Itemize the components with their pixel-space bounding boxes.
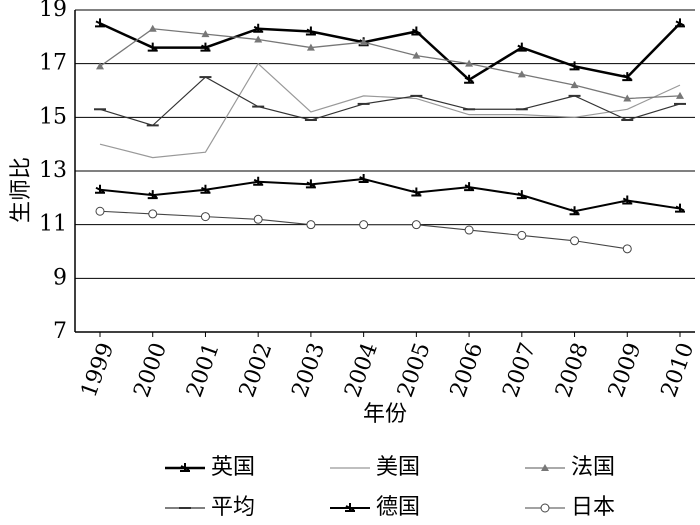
x-tick-label: 2007 [498, 340, 541, 401]
marker [95, 18, 105, 28]
marker [516, 190, 527, 200]
x-tick-label: 2006 [446, 340, 489, 401]
marker [465, 59, 474, 67]
series-line [99, 178, 681, 213]
y-tick-label: 17 [39, 51, 67, 76]
series-line [99, 22, 681, 82]
marker [200, 42, 211, 52]
x-axis-label: 年份 [363, 402, 407, 427]
marker [358, 174, 369, 184]
marker [541, 464, 549, 471]
marker [676, 91, 684, 99]
marker [95, 184, 105, 194]
y-tick-label: 7 [53, 319, 67, 344]
x-tick-label: 2005 [393, 340, 436, 401]
marker [569, 61, 580, 71]
legend-label: 德国 [376, 495, 420, 520]
marker [464, 225, 474, 235]
x-tick-label: 2001 [182, 340, 225, 401]
marker [412, 51, 421, 59]
marker [623, 94, 632, 102]
marker [675, 203, 685, 213]
marker [253, 214, 263, 224]
x-tick-label: 2003 [288, 340, 331, 401]
marker [200, 212, 210, 222]
marker [569, 206, 580, 216]
marker [516, 42, 527, 52]
y-axis-label: 生师比 [9, 157, 34, 223]
marker [622, 72, 633, 82]
marker [148, 209, 158, 219]
marker [305, 179, 316, 189]
marker [570, 81, 579, 89]
legend-label: 美国 [376, 455, 420, 480]
x-tick-label: 2010 [657, 340, 700, 401]
marker [464, 74, 475, 84]
marker [411, 187, 422, 197]
marker [147, 42, 158, 52]
legend-label: 平均 [211, 495, 255, 520]
marker [253, 176, 264, 186]
marker [411, 26, 422, 36]
marker [411, 220, 421, 230]
legend-label: 英国 [211, 455, 255, 480]
legend-label: 日本 [571, 495, 615, 520]
x-tick-label: 2000 [129, 340, 172, 401]
marker [464, 182, 475, 192]
y-tick-label: 9 [53, 265, 67, 290]
marker [305, 26, 316, 36]
x-tick-label: 2009 [604, 340, 647, 401]
marker [675, 18, 685, 28]
marker [359, 220, 369, 230]
marker [96, 62, 104, 70]
series-line [99, 210, 628, 250]
series-line [99, 28, 681, 100]
y-tick-label: 19 [39, 0, 67, 22]
marker [540, 503, 550, 513]
y-tick-label: 13 [39, 158, 67, 183]
x-tick-label: 2004 [340, 340, 383, 401]
x-tick-label: 2002 [235, 340, 278, 401]
marker [200, 184, 211, 194]
marker [622, 244, 632, 254]
marker [517, 230, 527, 240]
x-tick-label: 1999 [77, 340, 120, 401]
marker [306, 43, 315, 51]
marker [95, 206, 105, 216]
marker [148, 24, 157, 32]
x-tick-label: 2008 [551, 340, 594, 401]
marker [180, 463, 190, 472]
marker [253, 23, 264, 33]
marker [147, 190, 158, 200]
marker [517, 70, 526, 78]
marker [622, 195, 633, 205]
legend-label: 法国 [571, 455, 615, 480]
y-tick-label: 11 [39, 212, 67, 237]
series-line [99, 76, 681, 127]
marker [359, 38, 368, 46]
marker [306, 220, 316, 230]
marker [201, 30, 210, 38]
marker [570, 236, 580, 246]
marker [254, 35, 263, 43]
y-tick-label: 15 [39, 104, 67, 129]
marker [345, 503, 355, 512]
series-line [99, 62, 681, 159]
